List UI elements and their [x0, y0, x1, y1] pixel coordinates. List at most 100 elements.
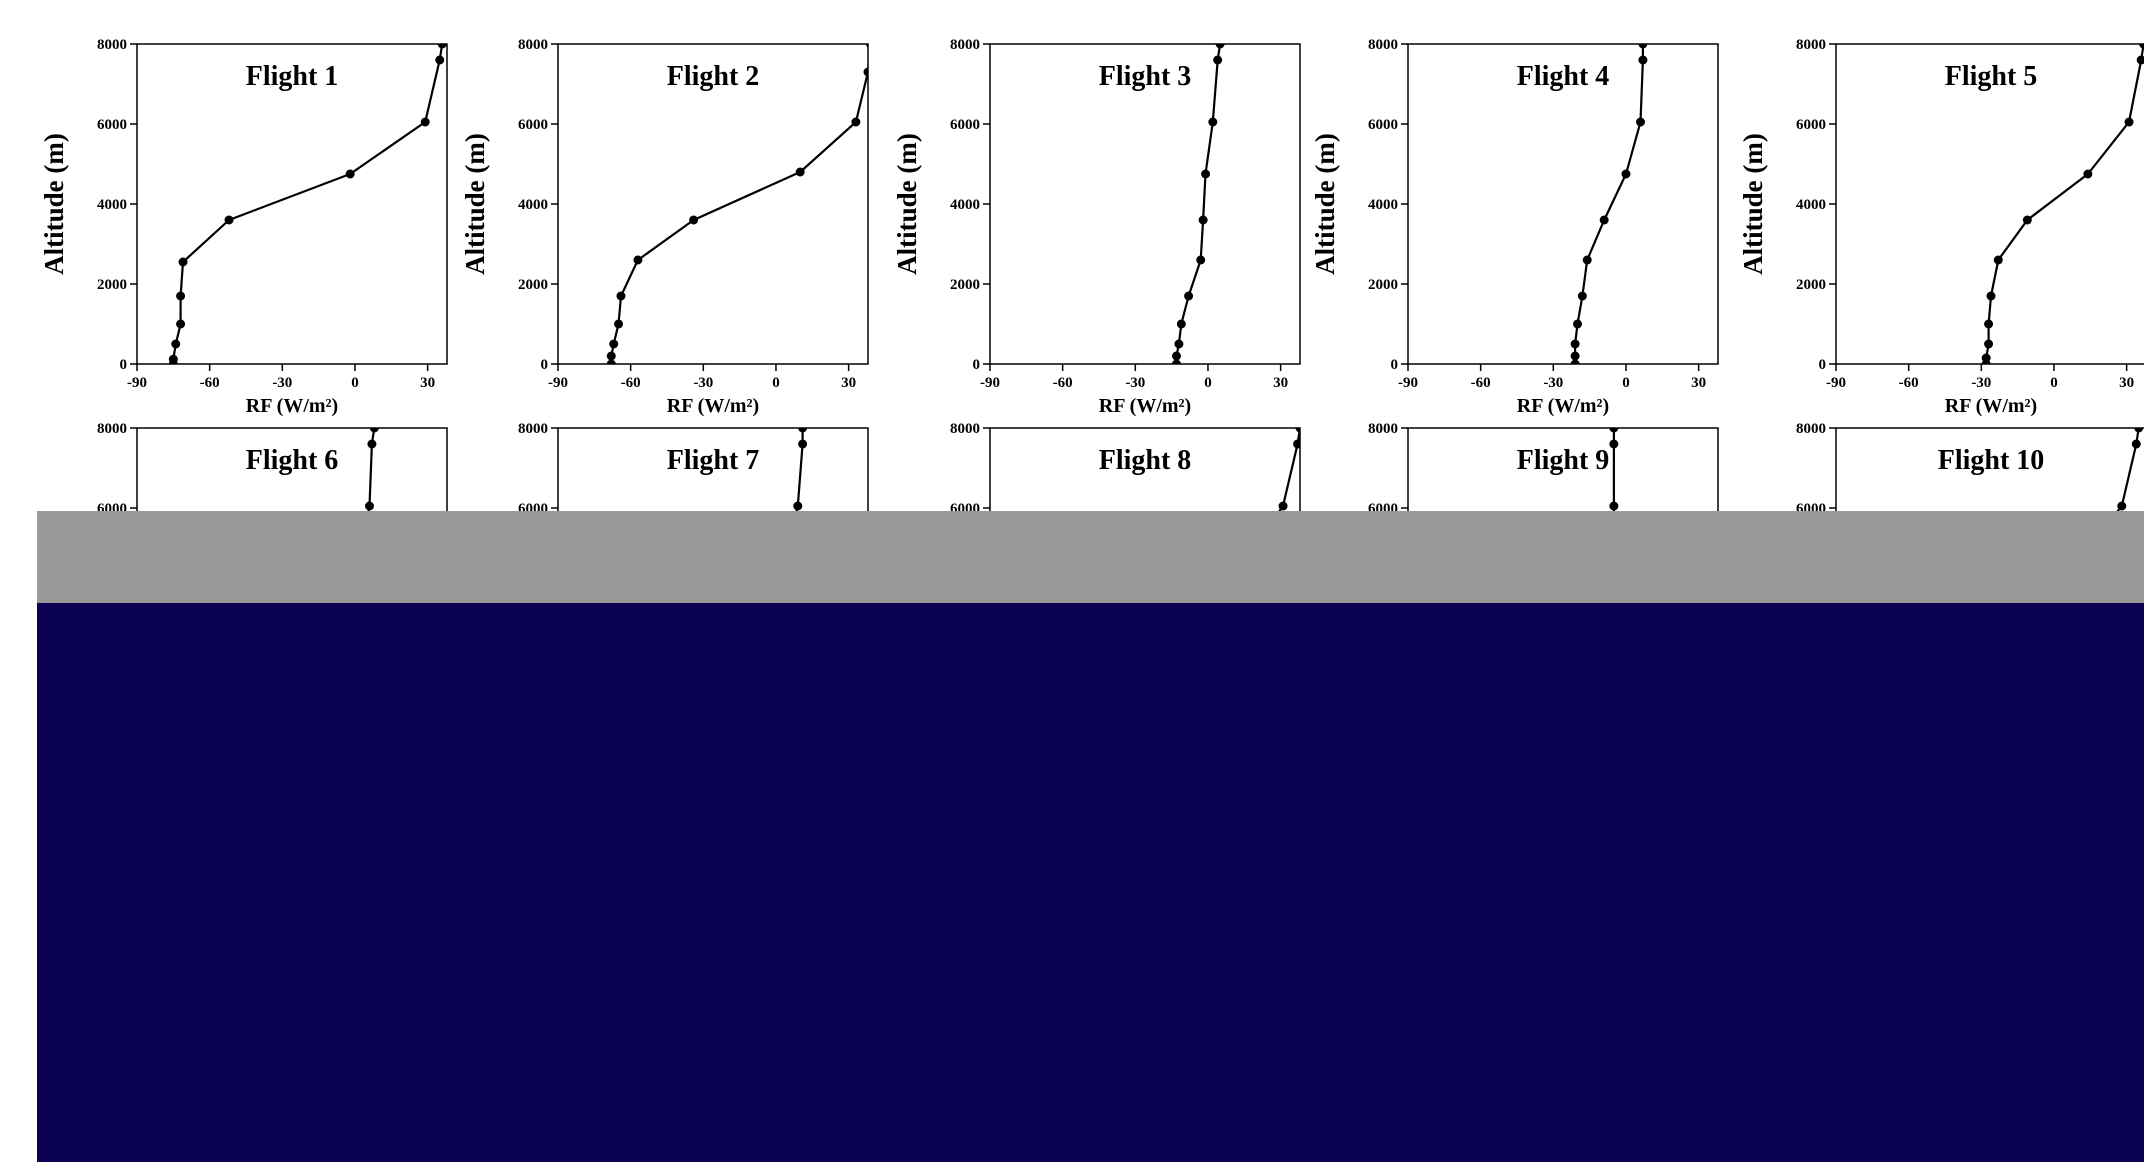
- data-point: [367, 439, 377, 449]
- panel-flight-2: 0 2000 4000 6000 8000 -90 -60 -30 0 30 RF (W/m²) Al…: [460, 37, 869, 417]
- x-axis-label: RF (W/m²): [246, 395, 338, 417]
- panel-title: Flight 9: [1517, 445, 1610, 476]
- panel-title: Flight 8: [1099, 445, 1192, 476]
- y-tick-label: 8000: [518, 37, 548, 53]
- data-point: [1174, 339, 1184, 349]
- data-point: [606, 359, 616, 364]
- data-point: [1184, 291, 1194, 301]
- panel-title: Flight 6: [246, 445, 339, 476]
- x-tick-label: -90: [980, 375, 1000, 391]
- navy-occlusion-block: [37, 603, 2144, 1162]
- data-point: [1582, 255, 1592, 265]
- y-tick-label: 2000: [1796, 277, 1826, 293]
- x-tick-label: -60: [1471, 375, 1491, 391]
- data-point: [1986, 291, 1996, 301]
- data-point: [1196, 255, 1206, 265]
- y-tick-label: 2000: [1368, 277, 1398, 293]
- y-tick-label: 8000: [1796, 421, 1826, 437]
- data-point: [1638, 44, 1648, 49]
- y-tick-label: 4000: [518, 197, 548, 213]
- y-axis-label: Altitude (m): [892, 133, 922, 275]
- series-line: [172, 44, 444, 364]
- y-tick-label: 8000: [97, 37, 127, 53]
- panel-flight-5: 0 2000 4000 6000 8000 -90 -60 -30 0 30 RF (W/m²) Al…: [1738, 37, 2144, 417]
- data-point: [689, 215, 699, 225]
- x-tick-label: 30: [420, 375, 435, 391]
- panel-title: Flight 2: [667, 61, 760, 92]
- data-point: [1171, 359, 1181, 364]
- plot-frame: [557, 43, 869, 365]
- series-group: [1570, 44, 1648, 364]
- x-tick-label: -90: [1398, 375, 1418, 391]
- x-tick-label: 0: [1622, 375, 1630, 391]
- y-tick-label: 4000: [950, 197, 980, 213]
- panel-flight-4: 0 2000 4000 6000 8000 -90 -60 -30 0 30 RF (W/m²) Al…: [1310, 37, 1719, 417]
- data-point: [1981, 353, 1991, 363]
- plot-frame: [1407, 43, 1719, 365]
- data-point: [1609, 428, 1619, 433]
- data-point: [851, 117, 861, 127]
- x-axis-label: RF (W/m²): [1099, 395, 1191, 417]
- data-point: [1171, 351, 1181, 361]
- data-point: [1201, 169, 1211, 179]
- x-tick-label: 0: [772, 375, 780, 391]
- data-point: [1208, 117, 1218, 127]
- data-point: [176, 319, 186, 329]
- data-point: [2134, 428, 2144, 433]
- y-axis-label: Altitude (m): [1738, 133, 1768, 275]
- y-tick-label: 6000: [1796, 117, 1826, 133]
- data-point: [1609, 439, 1619, 449]
- x-tick-label: -30: [1543, 375, 1563, 391]
- y-tick-label: 2000: [950, 277, 980, 293]
- gray-occlusion-band: [37, 511, 2144, 603]
- data-point: [1984, 339, 1994, 349]
- data-point: [1638, 55, 1648, 65]
- data-point: [1213, 55, 1223, 65]
- data-point: [224, 215, 234, 225]
- y-tick-label: 8000: [1796, 37, 1826, 53]
- panel-title: Flight 5: [1945, 61, 2038, 92]
- data-point: [369, 428, 379, 433]
- data-point: [2022, 215, 2032, 225]
- x-tick-label: 30: [1691, 375, 1706, 391]
- y-tick-label: 4000: [1368, 197, 1398, 213]
- data-point: [2124, 117, 2134, 127]
- y-tick-label: 6000: [950, 117, 980, 133]
- data-point: [2083, 169, 2093, 179]
- data-point: [606, 351, 616, 361]
- data-point: [1609, 501, 1619, 511]
- data-point: [1278, 501, 1288, 511]
- y-tick-label: 8000: [1368, 37, 1398, 53]
- panel-title: Flight 7: [667, 445, 760, 476]
- x-axis-label: RF (W/m²): [1517, 395, 1609, 417]
- data-point: [798, 428, 808, 433]
- data-point: [1984, 319, 1994, 329]
- data-point: [1198, 215, 1208, 225]
- panel-title: Flight 3: [1099, 61, 1192, 92]
- y-tick-label: 8000: [950, 37, 980, 53]
- data-point: [345, 169, 355, 179]
- data-point: [1577, 291, 1587, 301]
- data-point: [2139, 44, 2144, 49]
- x-tick-label: 0: [351, 375, 359, 391]
- panel-flight-1: 0 2000 4000 6000 8000 -90 -60 -30 0 30 RF (W/m²) Al…: [39, 37, 448, 417]
- x-tick-label: -30: [1971, 375, 1991, 391]
- x-tick-label: -30: [1125, 375, 1145, 391]
- x-axis-label: RF (W/m²): [667, 395, 759, 417]
- y-tick-label: 0: [541, 357, 549, 373]
- data-point: [1176, 319, 1186, 329]
- data-point: [1573, 319, 1583, 329]
- data-point: [793, 501, 803, 511]
- panel-title: Flight 4: [1517, 61, 1610, 92]
- data-point: [633, 255, 643, 265]
- x-tick-label: 30: [2119, 375, 2134, 391]
- data-point: [1570, 339, 1580, 349]
- x-tick-label: -90: [127, 375, 147, 391]
- data-point: [1215, 44, 1225, 49]
- y-tick-label: 0: [1819, 357, 1827, 373]
- data-point: [609, 339, 619, 349]
- x-tick-label: -60: [1053, 375, 1073, 391]
- plot-frame: [136, 43, 448, 365]
- data-point: [2117, 501, 2127, 511]
- data-point: [1293, 439, 1300, 449]
